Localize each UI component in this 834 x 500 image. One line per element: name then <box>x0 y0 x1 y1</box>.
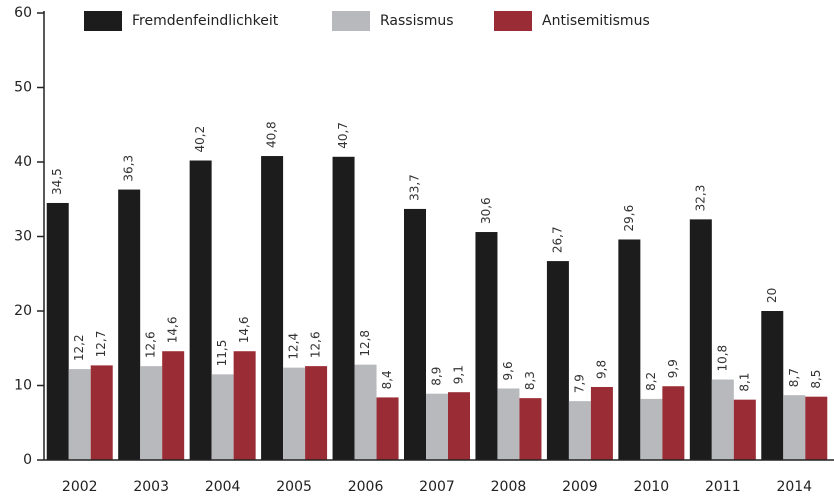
x-tick-label: 2003 <box>133 479 169 495</box>
legend-swatch <box>84 11 122 31</box>
x-tick-label: 2004 <box>205 479 241 495</box>
y-tick-label: 20 <box>14 303 32 319</box>
value-label: 12,2 <box>72 334 86 361</box>
bar <box>662 386 685 460</box>
bar <box>805 396 828 460</box>
value-label: 29,6 <box>622 205 636 232</box>
bar <box>448 392 470 460</box>
x-tick-label: 2002 <box>62 479 98 495</box>
bar <box>211 374 234 460</box>
x-tick-label: 2008 <box>491 479 527 495</box>
bar <box>261 156 284 461</box>
bar <box>733 399 756 460</box>
bar <box>283 367 306 460</box>
bar <box>140 366 163 460</box>
bar <box>546 261 569 460</box>
legend-swatch <box>332 11 370 31</box>
value-label: 36,3 <box>122 155 136 182</box>
legend-label: Antisemitismus <box>542 13 650 29</box>
value-label: 8,1 <box>737 373 751 392</box>
value-label: 32,3 <box>693 185 707 212</box>
bar <box>519 398 542 460</box>
value-label: 26,7 <box>550 226 564 253</box>
bar <box>426 393 448 460</box>
bar <box>376 397 399 460</box>
value-label: 40,8 <box>265 121 279 148</box>
bar <box>711 379 734 460</box>
value-label: 14,6 <box>166 317 180 344</box>
legend-label: Rassismus <box>380 13 454 29</box>
bar <box>233 351 256 460</box>
bar <box>618 239 641 460</box>
y-tick-label: 0 <box>23 452 32 468</box>
y-tick-label: 60 <box>14 5 32 21</box>
value-label: 8,5 <box>809 370 823 389</box>
value-label: 12,7 <box>94 331 108 358</box>
x-tick-label: 2010 <box>634 479 670 495</box>
y-tick-label: 50 <box>14 80 32 96</box>
value-label: 8,3 <box>523 371 537 390</box>
bar <box>590 386 613 460</box>
bar <box>332 156 355 460</box>
bar <box>689 219 712 460</box>
bar <box>118 189 141 460</box>
value-label: 20 <box>765 288 779 303</box>
x-tick-label: 2009 <box>562 479 598 495</box>
value-label: 9,6 <box>501 361 515 380</box>
bar <box>497 388 520 460</box>
value-label: 12,4 <box>287 333 301 360</box>
value-label: 11,5 <box>215 340 229 367</box>
bar <box>761 311 784 460</box>
bar <box>568 401 591 460</box>
value-label: 9,9 <box>666 359 680 378</box>
value-label: 40,7 <box>336 122 350 149</box>
bar <box>46 202 69 460</box>
bar <box>640 398 663 460</box>
value-label: 33,7 <box>408 174 422 201</box>
value-label: 34,5 <box>50 168 64 195</box>
x-tick-label: 2014 <box>776 479 812 495</box>
value-label: 12,6 <box>144 331 158 358</box>
value-label: 9,1 <box>452 365 466 384</box>
legend-label: Fremdenfeindlichkeit <box>132 13 279 29</box>
x-tick-label: 2006 <box>348 479 384 495</box>
value-label: 40,2 <box>193 126 207 153</box>
value-label: 8,9 <box>430 367 444 386</box>
y-tick-label: 10 <box>14 378 32 394</box>
bar <box>783 395 806 460</box>
value-label: 8,2 <box>644 372 658 391</box>
bar <box>305 366 328 460</box>
y-tick-label: 30 <box>14 229 32 245</box>
x-tick-label: 2005 <box>276 479 312 495</box>
y-tick-label: 40 <box>14 154 32 170</box>
bar <box>354 364 377 460</box>
value-label: 7,9 <box>572 374 586 393</box>
value-label: 9,8 <box>594 360 608 379</box>
x-tick-label: 2011 <box>705 479 741 495</box>
value-label: 30,6 <box>479 197 493 224</box>
bar <box>404 208 426 460</box>
bar <box>189 160 212 460</box>
value-label: 14,6 <box>237 317 251 344</box>
x-tick-label: 2007 <box>419 479 455 495</box>
value-label: 12,8 <box>358 330 372 357</box>
bar <box>68 369 91 460</box>
bar <box>162 351 185 460</box>
legend-swatch <box>494 11 532 31</box>
value-label: 8,4 <box>380 370 394 389</box>
bar <box>475 232 498 460</box>
value-label: 10,8 <box>715 345 729 372</box>
bar <box>90 365 113 460</box>
value-label: 12,6 <box>309 331 323 358</box>
value-label: 8,7 <box>787 368 801 387</box>
